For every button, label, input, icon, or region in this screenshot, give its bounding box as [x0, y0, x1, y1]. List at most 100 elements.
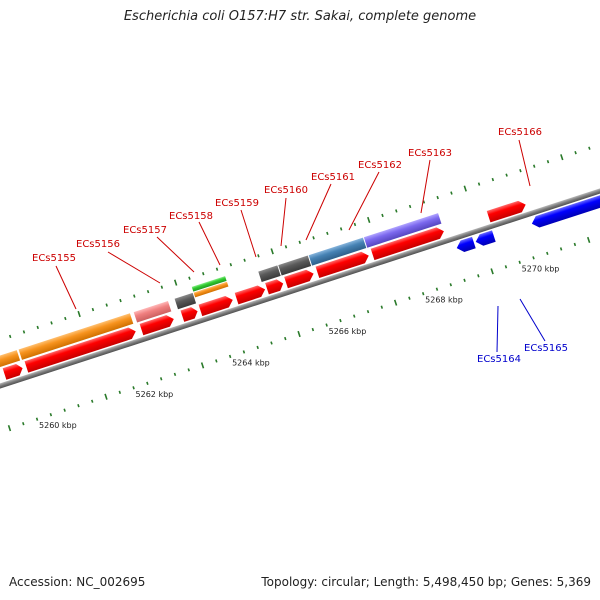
tick-mark	[243, 258, 246, 262]
tick-mark	[393, 299, 398, 306]
tick-mark	[146, 289, 150, 294]
tick-mark	[200, 362, 205, 369]
gene-label-ecs5163[interactable]: ECs5163	[408, 148, 452, 159]
tick-mark	[188, 276, 191, 280]
tick-mark	[574, 151, 577, 155]
gene-label-ecs5161[interactable]: ECs5161	[311, 172, 355, 183]
inner-tick-ring	[7, 236, 591, 432]
cds-ecs5156[interactable]	[24, 326, 138, 373]
tick-mark	[284, 336, 287, 341]
cds-ecs5163[interactable]	[370, 226, 446, 261]
cds-ecs5161[interactable]	[284, 268, 315, 289]
tick-mark	[367, 216, 371, 224]
gene-label-ecs5165[interactable]: ECs5165	[524, 343, 568, 354]
tick-mark	[298, 240, 302, 245]
scale-label: 5260 kbp	[39, 421, 77, 430]
feature-green[interactable]	[191, 276, 227, 292]
tick-mark	[560, 154, 564, 161]
feature-steel-blue[interactable]	[308, 237, 367, 266]
tick-mark	[546, 251, 549, 256]
tick-mark	[215, 267, 219, 271]
tick-mark	[312, 236, 315, 240]
map-title: Escherichia coli O157:H7 str. Sakai, com…	[123, 9, 477, 24]
tick-mark	[477, 182, 481, 186]
feature-dark-gray-2[interactable]	[258, 265, 281, 283]
gene-label-ecs5164[interactable]: ECs5164	[477, 354, 521, 365]
gene-label-ecs5166[interactable]: ECs5166	[498, 127, 542, 138]
tick-mark	[353, 222, 357, 227]
feature-orange-large[interactable]	[18, 313, 134, 360]
tick-mark	[22, 421, 25, 426]
tick-mark	[36, 325, 39, 330]
gene-label-ecs5156[interactable]: ECs5156	[76, 239, 120, 250]
feature-pink[interactable]	[133, 300, 172, 323]
gene-label-ecs5160[interactable]: ECs5160	[264, 185, 308, 196]
tick-mark	[270, 248, 274, 255]
genome-summary-text: Topology: circular; Length: 5,498,450 bp…	[261, 575, 591, 589]
scale-label: 5268 kbp	[425, 296, 463, 305]
tick-mark	[339, 227, 343, 231]
feature-dark-gray-1[interactable]	[174, 292, 197, 310]
tick-mark	[22, 330, 26, 334]
cds-ecs5165[interactable]	[474, 230, 496, 247]
tick-mark	[118, 390, 122, 394]
gene-label-ecs5162[interactable]: ECs5162	[358, 160, 402, 171]
cds-ecs5166[interactable]	[486, 199, 528, 223]
scale-label: 5262 kbp	[136, 390, 174, 399]
cds-reverse-edge[interactable]	[530, 192, 600, 229]
tick-mark	[173, 279, 178, 286]
label-leaders-reverse	[496, 298, 546, 353]
tick-mark	[160, 285, 164, 289]
tick-mark	[50, 321, 53, 325]
cds-ecs5159[interactable]	[234, 284, 267, 305]
feature-orange-small[interactable]	[0, 350, 21, 368]
tick-mark	[49, 413, 53, 417]
tick-mark	[586, 236, 591, 244]
tick-mark	[381, 213, 384, 218]
cds-ecs5155[interactable]	[2, 362, 25, 380]
tick-mark	[133, 294, 136, 298]
genome-backbone	[0, 173, 600, 401]
cds-ecs5157[interactable]	[139, 313, 176, 336]
tick-mark	[573, 242, 577, 247]
tick-mark	[91, 399, 94, 403]
scale-labels: 5260 kbp 5262 kbp 5264 kbp 5266 kbp 5268 kbp…	[39, 264, 559, 430]
label-leaders	[55, 139, 531, 310]
gene-label-ecs5158[interactable]: ECs5158	[169, 211, 213, 222]
feature-orange-mid[interactable]	[193, 281, 229, 298]
tick-mark	[366, 309, 370, 314]
tick-mark	[380, 305, 384, 309]
tick-mark	[159, 377, 163, 381]
cds-ecs5160[interactable]	[265, 278, 285, 295]
tick-mark	[408, 296, 411, 300]
cds-ecs5162[interactable]	[315, 250, 371, 279]
tick-mark	[91, 307, 95, 312]
feature-purple[interactable]	[363, 213, 442, 248]
tick-mark	[477, 274, 480, 278]
cds-ecs5164[interactable]	[455, 236, 476, 254]
tick-mark	[421, 292, 425, 296]
tick-mark	[532, 256, 535, 260]
tick-mark	[353, 314, 356, 318]
gene-label-ecs5157[interactable]: ECs5157	[123, 225, 167, 236]
tick-mark	[215, 359, 218, 363]
tick-mark	[63, 408, 66, 412]
tick-mark	[77, 404, 80, 408]
tick-mark	[490, 268, 494, 275]
tick-mark	[270, 341, 273, 345]
tick-mark	[505, 173, 508, 177]
gene-label-ecs5159[interactable]: ECs5159	[215, 198, 259, 209]
tick-mark	[463, 185, 467, 192]
tick-mark	[8, 334, 12, 339]
accession-text: Accession: NC_002695	[9, 575, 146, 589]
tick-mark	[7, 425, 12, 432]
cds-ecs5158[interactable]	[198, 294, 235, 317]
cds-ecs5158a[interactable]	[180, 306, 200, 322]
tick-mark	[463, 278, 466, 282]
tick-mark	[325, 323, 328, 327]
gene-label-ecs5155[interactable]: ECs5155	[32, 253, 76, 264]
tick-mark	[450, 191, 453, 195]
tick-mark	[77, 310, 81, 318]
tick-mark	[532, 164, 536, 168]
feature-dark-gray-3[interactable]	[278, 255, 312, 276]
